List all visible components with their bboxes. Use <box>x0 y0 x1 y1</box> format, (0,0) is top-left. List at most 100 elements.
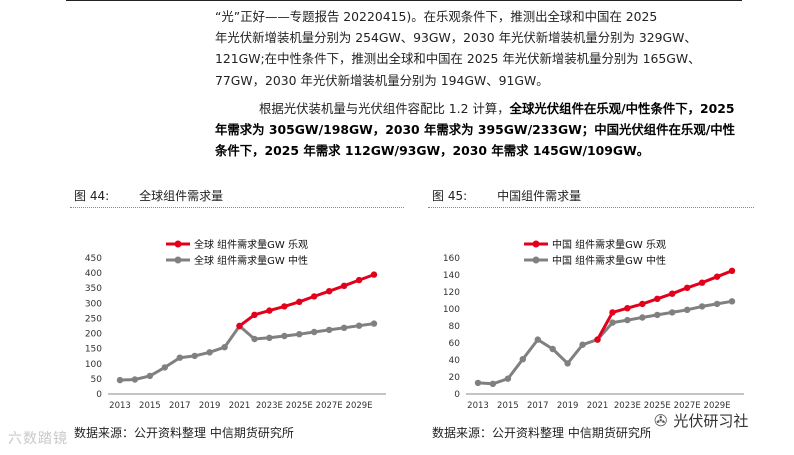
data-point <box>504 375 512 382</box>
report-paragraph-2: 根据光伏装机量与光伏组件容配比 1.2 计算，全球光伏组件在乐观/中性条件下，2… <box>215 98 747 162</box>
data-point <box>191 352 198 360</box>
para1-line: 年光伏新增装机量分别为 254GW、93GW，2030 年光伏新增装机量分别为 … <box>215 30 697 46</box>
x-tick-label: 2021 <box>587 401 609 411</box>
data-point <box>221 344 228 351</box>
para2-highlight: 全球光伏组件在乐观/中性条件下，2025 年需求为 305GW/198GW，20… <box>215 100 736 159</box>
brand-badge: ✇ 光伏研习社 <box>650 408 753 433</box>
x-tick-label: 2015 <box>497 401 519 411</box>
figure-number: 图 44: <box>74 189 110 203</box>
data-point <box>519 356 526 363</box>
data-point <box>236 322 243 330</box>
y-tick-label: 80 <box>449 322 461 332</box>
data-point <box>311 293 318 300</box>
x-tick-label: 2027E <box>316 401 343 411</box>
data-point <box>370 271 378 278</box>
y-tick-label: 0 <box>454 390 460 400</box>
x-tick-label: 2019 <box>557 401 579 411</box>
data-point <box>340 282 348 289</box>
x-tick-label: 2015 <box>139 401 161 411</box>
series-line <box>119 322 375 382</box>
data-point <box>370 320 378 327</box>
data-point <box>713 273 721 280</box>
x-tick-label: 2013 <box>109 401 131 411</box>
data-point <box>639 300 646 308</box>
watermark: 六数踏镜 <box>8 431 68 447</box>
y-tick-label: 20 <box>449 373 461 383</box>
data-point <box>251 335 258 343</box>
y-tick-label: 60 <box>449 339 461 349</box>
data-point <box>684 284 691 291</box>
x-tick-label: 2023E <box>614 401 641 411</box>
x-tick-label: 2029E <box>704 401 731 411</box>
data-point <box>639 314 646 321</box>
data-point <box>474 379 482 387</box>
y-tick-label: 0 <box>96 390 102 400</box>
y-tick-label: 200 <box>85 330 102 340</box>
figure-44-source: 数据来源：公开资料整理 中信期货研究所 <box>74 426 294 440</box>
y-tick-label: 100 <box>443 305 460 315</box>
data-point <box>355 276 363 284</box>
figure-45-source: 数据来源：公开资料整理 中信期货研究所 <box>432 426 652 440</box>
wechat-icon: ✇ <box>654 411 668 430</box>
data-point <box>564 360 571 367</box>
data-point <box>579 341 586 348</box>
data-point <box>698 279 706 286</box>
y-tick-label: 150 <box>85 345 102 355</box>
para1-line: “光”正好——专题报告 20220415)。在乐观条件下，推测出全球和中国在 2… <box>215 9 658 24</box>
y-tick-label: 140 <box>443 271 460 281</box>
data-point <box>266 334 273 341</box>
data-point <box>266 307 273 314</box>
global-module-demand-chart: 0 50 100 150 200 250 300 350 400 450 2013 2015 2017 2… <box>85 238 386 411</box>
data-point <box>489 380 497 387</box>
x-tick-label: 2025E <box>644 401 671 411</box>
data-point <box>654 295 661 302</box>
x-tick-label: 2025E <box>286 401 313 411</box>
para1-line: 121GW;在中性条件下，推测出全球和中国在 2025 年光伏新增装机量分别为 … <box>215 51 701 67</box>
x-tick-label: 2017 <box>527 401 549 411</box>
data-point <box>609 309 616 316</box>
para1-line: 77GW，2030 年光伏新增装机量分别为 194GW、91GW。 <box>215 72 549 88</box>
data-point <box>326 288 333 295</box>
y-tick-label: 300 <box>85 299 102 309</box>
data-point <box>326 326 333 334</box>
data-point <box>549 345 556 353</box>
x-tick-label: 2017 <box>169 401 191 411</box>
data-point <box>534 336 541 343</box>
report-body-text: “光”正好——专题报告 20220415)。在乐观条件下，推测出全球和中国在 2… <box>215 6 747 161</box>
legend-label: 全球 组件需求量GW 乐观 <box>194 238 308 251</box>
x-tick-label: 2023E <box>256 401 283 411</box>
data-point <box>251 311 258 318</box>
data-point <box>161 364 168 371</box>
data-point <box>146 372 154 380</box>
data-point <box>116 376 124 384</box>
y-tick-label: 100 <box>85 360 102 370</box>
data-point <box>206 349 213 356</box>
y-tick-label: 160 <box>443 254 460 264</box>
x-tick-label: 2019 <box>199 401 221 411</box>
data-point <box>669 309 676 316</box>
x-tick-label: 2029E <box>346 401 373 411</box>
y-tick-label: 250 <box>85 314 102 324</box>
data-point <box>624 316 631 324</box>
x-tick-label: 2021 <box>229 401 251 411</box>
figure-45-divider <box>428 207 754 209</box>
y-tick-label: 120 <box>443 288 460 298</box>
brand-name: 光伏研习社 <box>673 412 749 430</box>
series-line <box>238 273 375 328</box>
series-line <box>596 269 733 341</box>
y-tick-label: 400 <box>85 269 102 279</box>
china-module-demand-chart: 0 20 40 60 80 100 120 140 160 2013 2015 2017 2019 202… <box>443 238 744 411</box>
data-point <box>176 354 183 361</box>
data-point <box>728 267 736 274</box>
data-point <box>311 328 318 336</box>
data-point <box>296 298 303 305</box>
legend-swatch-marker <box>174 240 182 248</box>
figure-44-divider <box>70 207 404 209</box>
figure-44-caption: 图 44: 全球组件需求量 <box>74 187 223 204</box>
figure-45-caption: 图 45: 中国组件需求量 <box>432 187 581 204</box>
data-point <box>609 319 616 326</box>
series-line <box>477 299 733 386</box>
data-point <box>131 376 139 383</box>
data-point <box>594 336 601 343</box>
figure-number: 图 45: <box>432 189 468 203</box>
